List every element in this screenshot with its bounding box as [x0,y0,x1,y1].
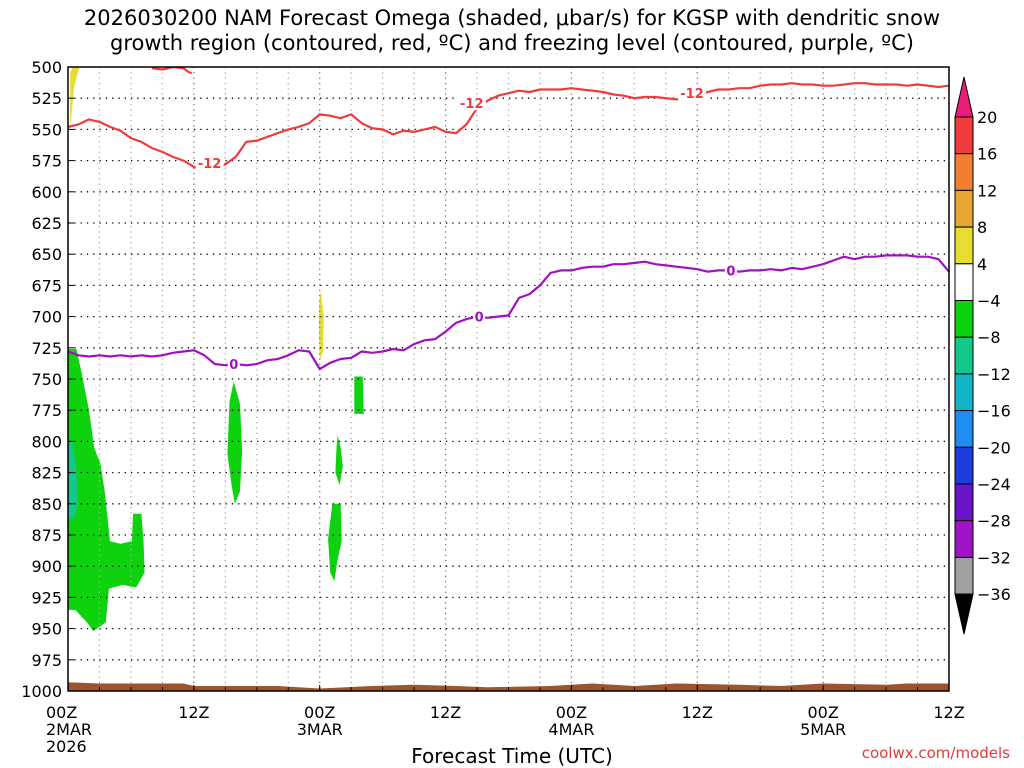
contours: -12 -12 -12 0 0 0 [68,67,949,373]
y-tick-label: 875 [31,526,62,545]
colorbar-swatch [954,556,974,595]
colorbar-label: 12 [977,181,997,200]
y-tick-label: 500 [31,58,62,77]
contour-label-bg [678,85,707,101]
y-tick-label: 675 [31,276,62,295]
colorbar-label: −12 [977,365,1011,384]
colorbar-swatch [954,446,974,485]
y-tick-label: 925 [31,588,62,607]
y-tick-label: 550 [31,120,62,139]
colorbar-label: −4 [977,292,1001,311]
colorbar-swatch [954,336,974,375]
x-axis-label: Forecast Time (UTC) [411,744,613,768]
y-tick-label: 725 [31,339,62,358]
colorbar-swatch [954,373,974,412]
x-tick-label: 00Z [304,703,335,722]
colorbar-swatch [954,520,974,558]
colorbar-swatch [954,483,974,522]
colorbar-label: −24 [977,475,1011,494]
y-tick-label: 850 [31,495,62,514]
y-tick-label: 975 [31,651,62,670]
colorbar-label: 4 [977,255,987,274]
x-tick-label: 12Z [933,703,964,722]
x-tick-label: 4MAR [548,720,594,739]
y-tick-label: 775 [31,401,62,420]
y-tick-label: 950 [31,620,62,639]
omega-region-7 [328,503,342,582]
colorbar-label: 8 [977,218,987,237]
x-tick-label: 00Z [556,703,587,722]
omega-region-4 [227,381,243,504]
colorbar-label: −20 [977,438,1011,457]
y-tick-label: 525 [31,89,62,108]
y-tick-label: 575 [31,152,62,171]
x-tick-label: 2MAR [46,720,92,739]
omega-region-1 [318,291,324,361]
x-tick-label: 00Z [807,703,838,722]
y-tick-label: 650 [31,245,62,264]
x-tick-label: 12Z [430,703,461,722]
axes: 500 525 550 575 600 625 650 675 700 725 750 775 800 8… [21,58,964,756]
contour-label: 0 [475,311,484,326]
contour-label-bg [724,262,737,278]
contour-label-bg [195,155,224,171]
contour-label: 0 [726,264,735,279]
colorbar-swatch [954,226,974,265]
colorbar-label: 16 [977,145,997,164]
colorbar: 20 16 12 8 4 −4 −8 −12 −16 −20 −24 −28 −32 −36 [954,76,1011,635]
y-tick-label: 750 [31,370,62,389]
grid-lines [68,67,949,691]
colorbar-swatch [954,263,974,301]
colorbar-label: −28 [977,512,1011,531]
y-tick-label: 800 [31,432,62,451]
contour-label-bg [227,356,240,372]
x-tick-label: 00Z [46,703,77,722]
colorbar-label: −32 [977,548,1011,567]
x-tick-label: 5MAR [800,720,846,739]
credit-text: coolwx.com/models [861,744,1010,762]
omega-region-3 [68,441,78,519]
colorbar-bottom-arrow [954,593,974,635]
contour-label-bg [473,308,486,324]
colorbar-label: −16 [977,402,1011,421]
colorbar-label: −36 [977,585,1011,604]
omega-region-5 [335,435,343,486]
colorbar-label: 20 [977,108,997,127]
chart-title: 2026030200 NAM Forecast Omega (shaded, μ… [83,6,941,55]
contour-label-bg [457,95,486,111]
omega-region-2 [68,349,145,632]
omega-region-6 [354,376,364,414]
colorbar-swatch [954,410,974,448]
x-tick-label: 3MAR [297,720,343,739]
x-tick-label: 12Z [682,703,713,722]
y-tick-label: 1000 [21,682,62,701]
contour-label: -12 [680,87,704,102]
y-tick-label: 825 [31,464,62,483]
contour-line-1 [151,67,193,75]
colorbar-swatch [954,189,974,228]
colorbar-swatch [954,153,974,191]
omega-region-0 [70,67,80,130]
y-tick-label: 600 [31,183,62,202]
x-tick-label: 12Z [178,703,209,722]
colorbar-label: −8 [977,328,1001,347]
y-tick-label: 900 [31,557,62,576]
y-tick-label: 700 [31,308,62,327]
x-tick-label: 2026 [46,737,87,756]
y-tick-label: 625 [31,214,62,233]
colorbar-top-arrow [954,76,974,118]
colorbar-swatch [954,116,974,155]
contour-line-2 [68,254,949,371]
contour-label: -12 [198,157,222,172]
contour-label: 0 [229,358,238,373]
contour-label: -12 [460,97,484,112]
colorbar-swatch [954,300,974,338]
